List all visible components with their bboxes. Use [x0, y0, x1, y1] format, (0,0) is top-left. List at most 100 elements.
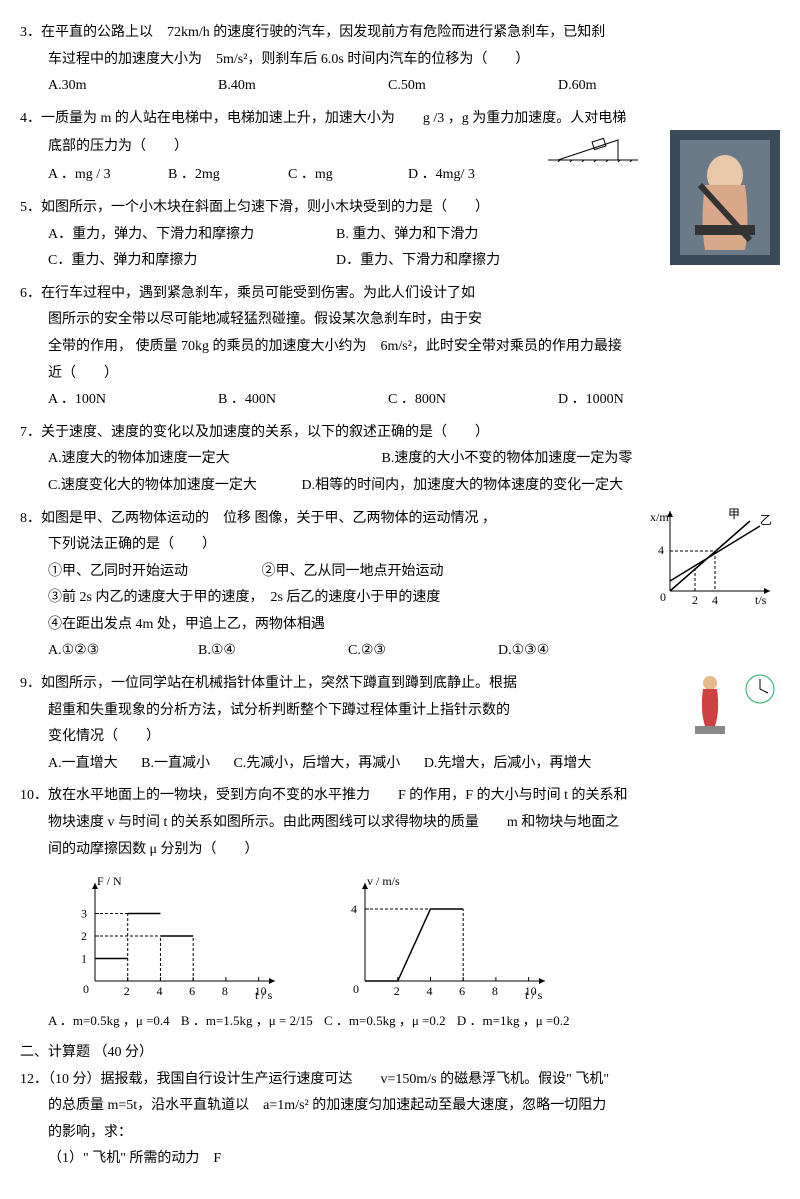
axis-y-label: x/m [650, 510, 669, 524]
q6-stem-line1: 6．在行车过程中，遇到紧急刹车，乘员可能受到伤害。为此人们设计了如 [20, 281, 780, 308]
option-c: C.②③ [348, 638, 498, 665]
option-d: D.①③④ [498, 638, 648, 665]
svg-text:2: 2 [81, 929, 87, 943]
q7-stem: 7．关于速度、速度的变化以及加速度的关系，以下的叙述正确的是（ ） [20, 420, 780, 447]
option-d: D ．m=1kg ，μ =0.2 [457, 1013, 570, 1028]
tick-x2: 2 [692, 593, 698, 606]
incline-block-icon [548, 132, 638, 162]
option-b: B.40m [218, 73, 388, 100]
question-10: 10．放在水平地面上的一物块，受到方向不变的水平推力 F 的作用，F 的大小与时… [20, 783, 780, 1033]
q9-stem-line3: 变化情况（ ） [20, 724, 780, 751]
svg-text:v / m/s: v / m/s [367, 874, 400, 888]
option-b: B.一直减小 [141, 756, 210, 771]
q5-options: A．重力，弹力、下滑力和摩擦力 B. 重力、弹力和下滑力 C．重力、弹力和摩擦力… [20, 222, 648, 275]
q6-stem-line2: 图所示的安全带以尽可能地减轻猛烈碰撞。假设某次急刹车时，由于安 [20, 307, 780, 334]
option-b: B ．2mg [168, 162, 288, 189]
svg-text:6: 6 [189, 984, 195, 998]
svg-text:8: 8 [492, 984, 498, 998]
svg-text:0: 0 [83, 982, 89, 996]
option-a: A.30m [48, 73, 218, 100]
q4-options: A ．mg / 3 B ．2mg C ．mg D ．4mg/ 3 [20, 162, 662, 189]
option-d: D.相等的时间内，加速度大的物体速度的变化一定大 [302, 478, 624, 493]
option-b: B ．m=1.5kg ，μ = 2/15 [181, 1013, 313, 1028]
svg-text:4: 4 [156, 984, 162, 998]
question-4: 4．一质量为 m 的人站在电梯中，电梯加速上升，加速大小为 g /3 ，g 为重… [20, 106, 780, 189]
q3-stem-line1: 3．在平直的公路上以 72km/h 的速度行驶的汽车，因发现前方有危险而进行紧急… [20, 20, 780, 47]
q6-stem-line4: 近（ ） [20, 361, 780, 388]
origin: 0 [660, 590, 666, 604]
q3-stem-line2: 车过程中的加速度大小为 5m/s²，则刹车后 6.0s 时间内汽车的位移为（ ） [20, 47, 780, 74]
option-a: A.一直增大 [48, 756, 118, 771]
q4-stem-line2: 底部的压力为（ ） [20, 134, 258, 161]
question-8: x/m t/s 甲 乙 4 2 4 0 8．如图是甲、乙两物体运动的 位移 图像… [20, 506, 780, 666]
svg-text:F / N: F / N [97, 874, 122, 888]
q12-stem-line2: 的总质量 m=5t，沿水平直轨道以 a=1m/s² 的加速度匀加速起动至最大速度… [20, 1093, 780, 1120]
option-d: D．重力、下滑力和摩擦力 [336, 248, 624, 275]
q9-stem-line2: 超重和失重现象的分析方法，试分析判断整个下蹲过程体重计上指针示数的 [20, 698, 780, 725]
section-2-heading: 二、计算题 （40 分） [20, 1040, 780, 1067]
option-b: B ．400N [218, 387, 388, 414]
question-3: 3．在平直的公路上以 72km/h 的速度行驶的汽车，因发现前方有危险而进行紧急… [20, 20, 780, 100]
question-9: 9．如图所示，一位同学站在机械指针体重计上，突然下蹲直到蹲到底静止。根据 超重和… [20, 671, 780, 777]
q10-stem-line1: 10．放在水平地面上的一物块，受到方向不变的水平推力 F 的作用，F 的大小与时… [20, 783, 780, 810]
svg-text:4: 4 [351, 902, 357, 916]
q8-s4: ④在距出发点 4m 处，甲追上乙，两物体相遇 [20, 612, 780, 639]
q6-options: A ．100N B ．400N C ．800N D ．1000N [20, 387, 780, 414]
xt-chart-icon: x/m t/s 甲 乙 4 2 4 0 [650, 506, 780, 606]
option-c: C ．mg [288, 162, 408, 189]
option-d: D.先增大，后减小，再增大 [424, 756, 592, 771]
option-a: A ．mg / 3 [48, 162, 168, 189]
option-a: A ．m=0.5kg ，μ =0.4 [48, 1013, 170, 1028]
q8-options: A.①②③ B.①④ C.②③ D.①③④ [20, 638, 780, 665]
ft-chart: F / Nt / s0246810123 [60, 871, 290, 1001]
svg-text:0: 0 [353, 982, 359, 996]
option-c: C ．800N [388, 387, 558, 414]
q9-options: A.一直增大 B.一直减小 C.先减小，后增大，再减小 D.先增大，后减小，再增… [20, 751, 780, 778]
q8-s1: ①甲、乙同时开始运动 [48, 559, 258, 586]
svg-text:4: 4 [426, 984, 432, 998]
option-d: D ．4mg/ 3 [408, 162, 528, 189]
option-c: C.速度变化大的物体加速度一定大 [48, 473, 298, 500]
q3-options: A.30m B.40m C.50m D.60m [20, 73, 780, 100]
option-c: C.50m [388, 73, 558, 100]
option-a: A.速度大的物体加速度一定大 [48, 446, 378, 473]
option-d: D ．1000N [558, 387, 728, 414]
question-5: 5．如图所示，一个小木块在斜面上匀速下滑，则小木块受到的力是（ ） A．重力，弹… [20, 195, 780, 275]
q10-options: A ．m=0.5kg ，μ =0.4 B ．m=1.5kg ，μ = 2/15 … [20, 1009, 780, 1034]
svg-text:1: 1 [81, 952, 87, 966]
option-a: A.①②③ [48, 638, 198, 665]
q5-stem: 5．如图所示，一个小木块在斜面上匀速下滑，则小木块受到的力是（ ） [20, 195, 780, 222]
q10-stem-line2: 物块速度 v 与时间 t 的关系如图所示。由此两图线可以求得物块的质量 m 和物… [20, 810, 780, 837]
option-c: C．重力、弹力和摩擦力 [48, 248, 336, 275]
q10-stem-line3: 间的动摩擦因数 μ 分别为（ ） [20, 837, 780, 864]
question-12: 12．（10 分）据报载，我国自行设计生产运行速度可达 v=150m/s 的磁悬… [20, 1067, 780, 1173]
option-a: A ．100N [48, 387, 218, 414]
option-b: B.速度的大小不变的物体加速度一定为零 [382, 451, 633, 466]
question-6: 6．在行车过程中，遇到紧急刹车，乘员可能受到伤害。为此人们设计了如 图所示的安全… [20, 281, 780, 414]
svg-text:10: 10 [525, 984, 537, 998]
q9-stem-line1: 9．如图所示，一位同学站在机械指针体重计上，突然下蹲直到蹲到底静止。根据 [20, 671, 780, 698]
q12-sub1: （1）" 飞机" 所需的动力 F [20, 1146, 780, 1173]
axis-x-label: t/s [755, 593, 767, 606]
question-7: 7．关于速度、速度的变化以及加速度的关系，以下的叙述正确的是（ ） A.速度大的… [20, 420, 780, 500]
option-b: B. 重力、弹力和下滑力 [336, 222, 624, 249]
option-a: A．重力，弹力、下滑力和摩擦力 [48, 222, 336, 249]
person-scale-icon [680, 671, 780, 741]
q4-stem-line1: 4．一质量为 m 的人站在电梯中，电梯加速上升，加速大小为 g /3 ，g 为重… [20, 106, 780, 133]
label-yi: 乙 [760, 513, 772, 527]
tick-y4: 4 [658, 543, 664, 557]
q6-stem-line3: 全带的作用， 使质量 70kg 的乘员的加速度大小约为 6m/s²，此时安全带对… [20, 334, 780, 361]
label-jia: 甲 [728, 507, 740, 521]
tick-x4: 4 [712, 593, 718, 606]
vt-chart: v / m/st / s02468104 [330, 871, 560, 1001]
option-b: B.①④ [198, 638, 348, 665]
svg-text:6: 6 [459, 984, 465, 998]
svg-text:3: 3 [81, 907, 87, 921]
q12-stem-line1: 12．（10 分）据报载，我国自行设计生产运行速度可达 v=150m/s 的磁悬… [20, 1067, 780, 1094]
svg-text:8: 8 [222, 984, 228, 998]
q8-s2: ②甲、乙从同一地点开始运动 [262, 564, 444, 579]
svg-text:2: 2 [124, 984, 130, 998]
option-d: D.60m [558, 73, 728, 100]
svg-text:10: 10 [255, 984, 267, 998]
option-c: C ．m=0.5kg ，μ =0.2 [324, 1013, 446, 1028]
